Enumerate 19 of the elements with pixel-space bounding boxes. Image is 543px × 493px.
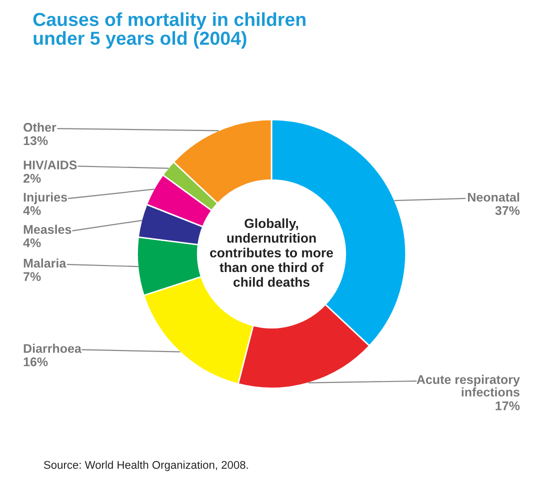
chart-title: Causes of mortality in children under 5 years old (2004) — [33, 12, 306, 49]
data-label: 4% — [23, 238, 41, 248]
slice-label: Neonatal — [468, 192, 520, 202]
source-note: Source: World Health Organization, 2008. — [44, 460, 248, 472]
slice-label: Other — [24, 122, 56, 132]
data-label: 13% — [24, 136, 48, 146]
slice-label: Measles — [24, 224, 72, 234]
slice-label: HIV/AIDS — [24, 160, 77, 170]
data-label: 7% — [24, 272, 41, 281]
slice-label: Diarrhoea — [24, 344, 82, 353]
data-label: 2% — [23, 174, 41, 183]
slice-label: Injuries — [24, 192, 67, 204]
data-label: 37% — [495, 206, 520, 216]
text: Globally, undernutrition contributes to more than one third of child deaths — [210, 218, 333, 287]
data-label: 16% — [24, 357, 48, 366]
data-label: 4% — [23, 206, 41, 215]
slice-label: Malaria — [24, 258, 66, 268]
data-label: 17% — [496, 401, 520, 410]
slice-label: Acute respiratory infections — [416, 374, 520, 397]
